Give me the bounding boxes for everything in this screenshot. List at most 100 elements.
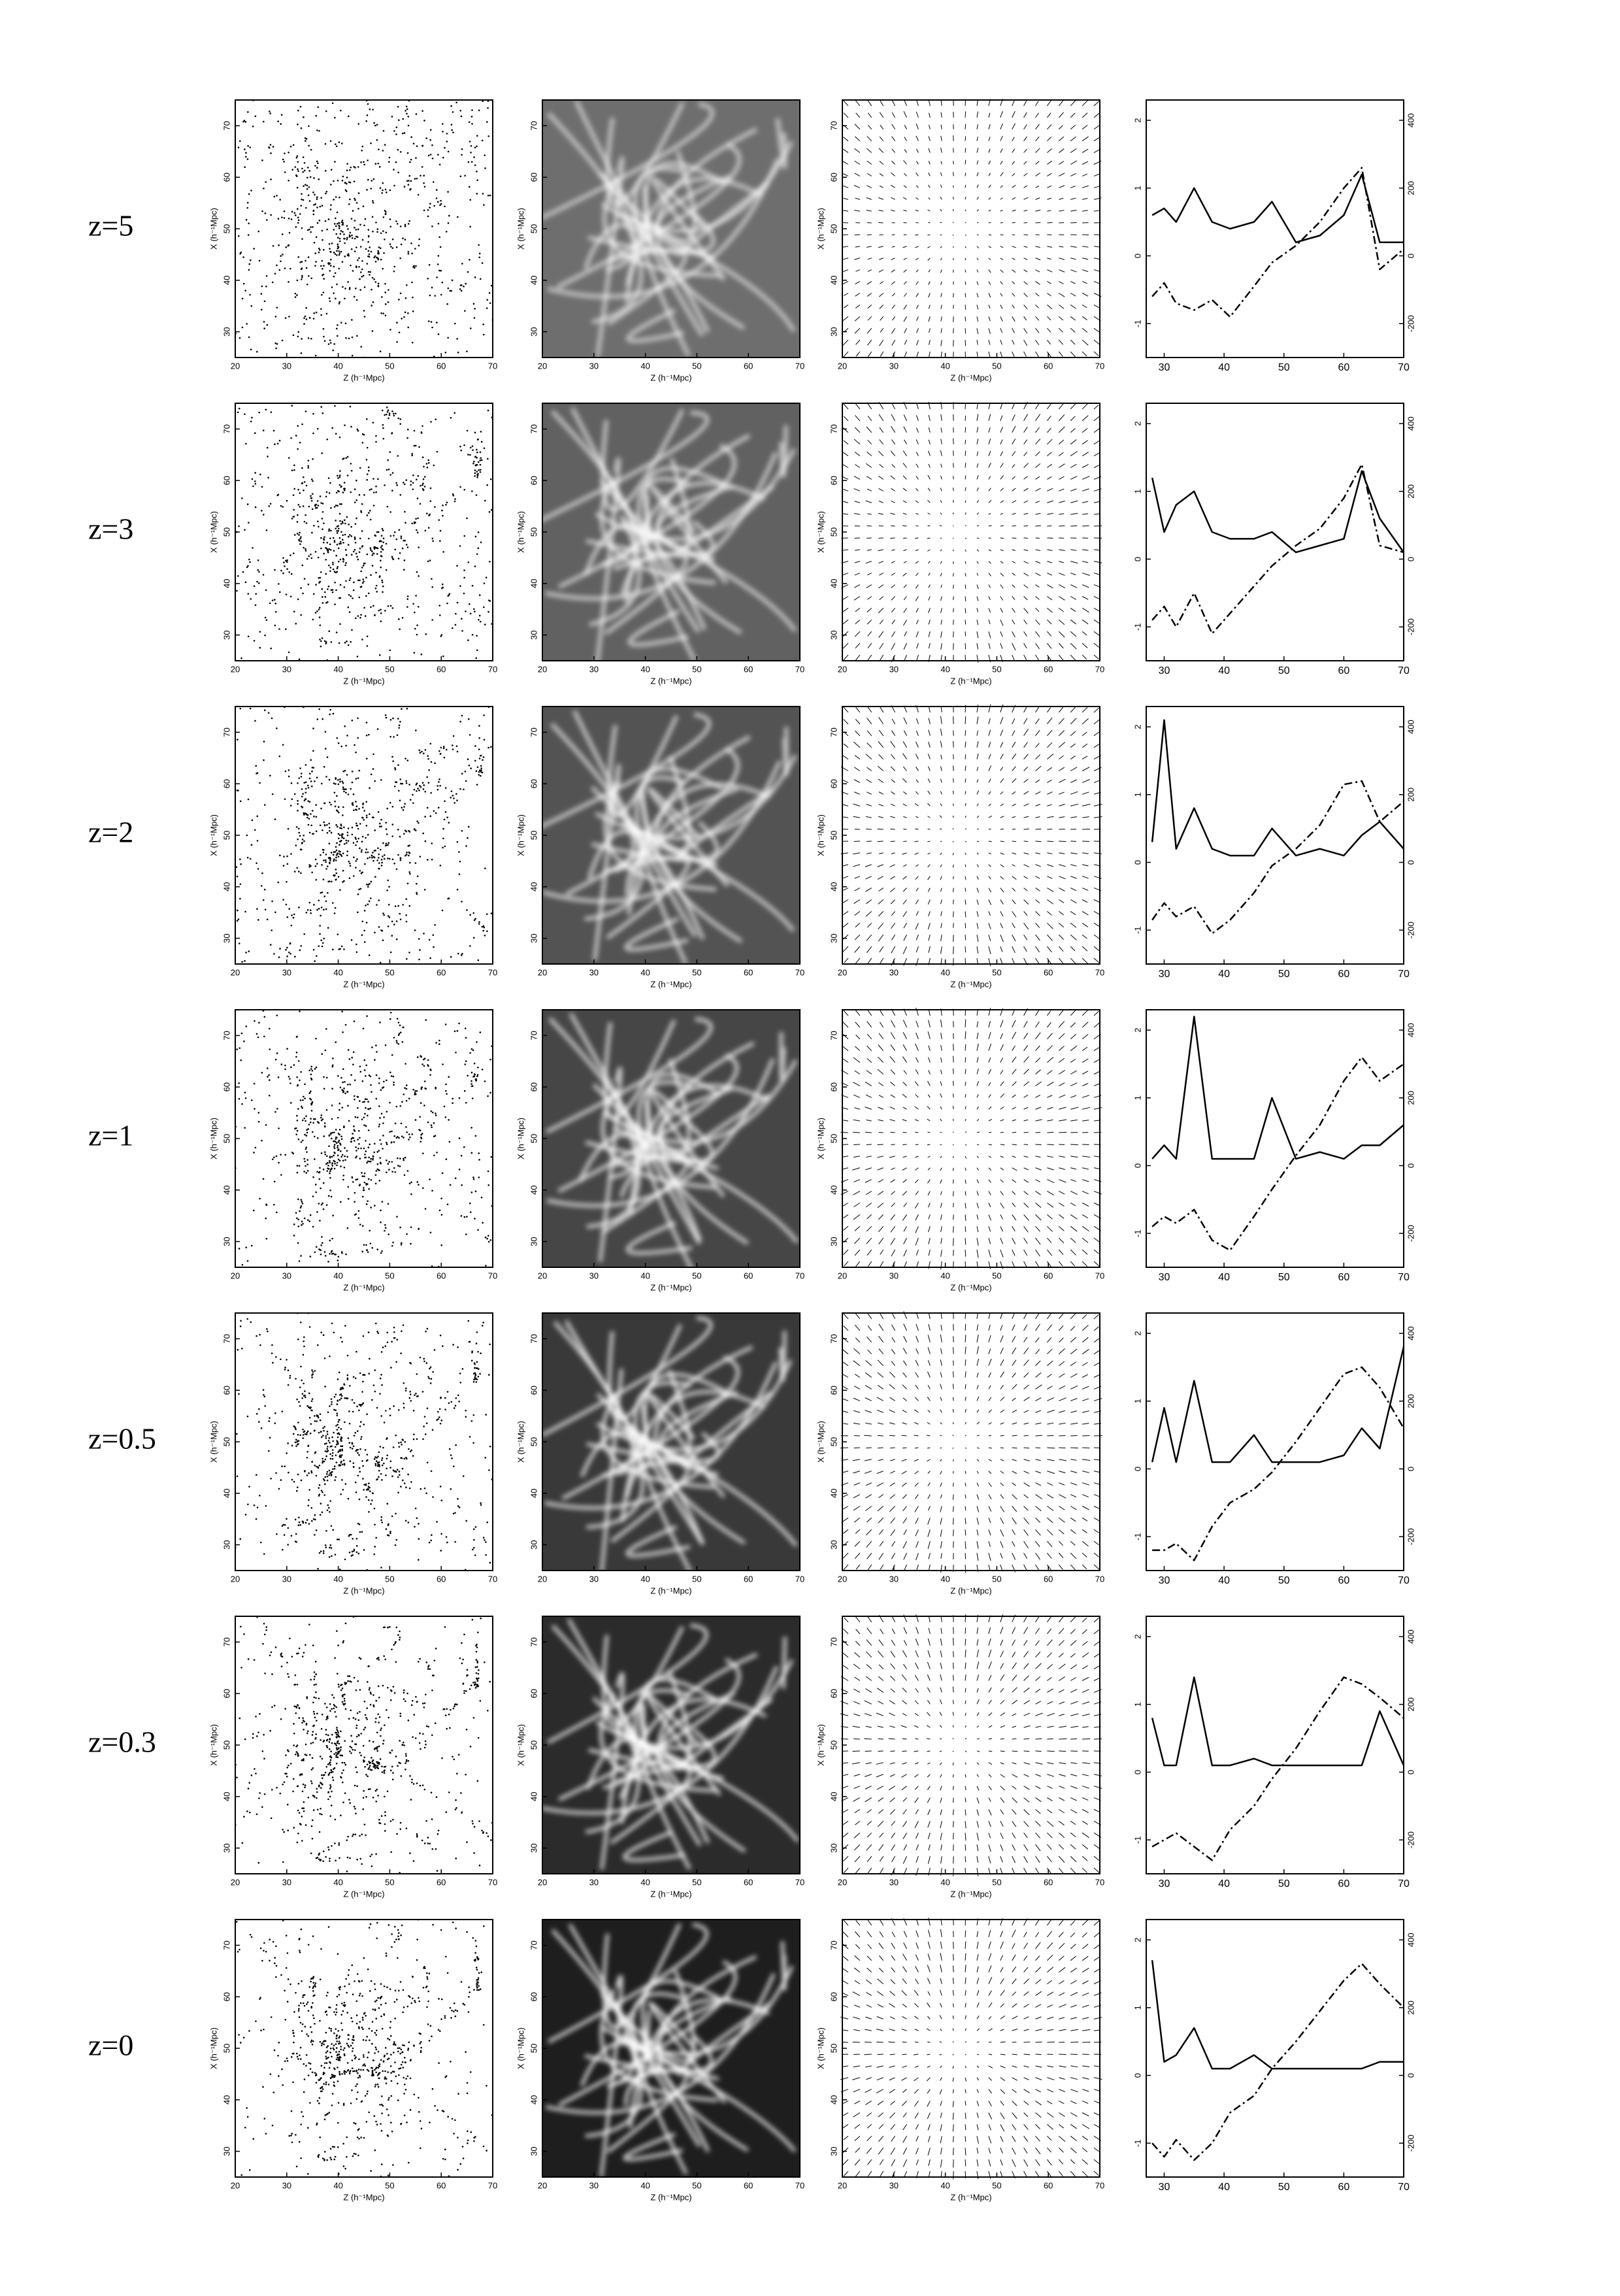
particle <box>473 608 475 610</box>
particle <box>297 222 299 224</box>
particle <box>436 322 438 324</box>
particle <box>391 1161 393 1163</box>
particle <box>469 945 471 947</box>
particle <box>358 258 360 259</box>
particle <box>423 1065 425 1067</box>
y2-tick-label: 400 <box>1406 416 1415 431</box>
y2-tick-label: 0 <box>1406 557 1415 561</box>
particle <box>420 1088 422 1090</box>
particle <box>330 208 332 210</box>
particle <box>365 852 367 854</box>
particle <box>470 327 472 329</box>
particle <box>362 836 364 838</box>
particle <box>296 1218 298 1220</box>
particle <box>317 428 319 430</box>
particle <box>425 840 427 842</box>
particle <box>432 538 434 540</box>
y-tick-label: 1 <box>1132 489 1142 493</box>
particle <box>330 140 332 142</box>
particle <box>267 456 269 458</box>
particle <box>339 1140 340 1142</box>
particle <box>367 263 369 265</box>
particle <box>251 1245 253 1247</box>
particle <box>376 591 378 593</box>
particle <box>326 1156 328 1157</box>
particle <box>400 859 402 861</box>
x-tick-label: 60 <box>744 664 753 674</box>
particle <box>405 225 406 227</box>
particle <box>337 505 339 507</box>
particle <box>406 113 408 115</box>
particle <box>288 180 289 182</box>
particle <box>276 1052 278 1054</box>
particle <box>388 409 389 411</box>
particle <box>378 1082 380 1084</box>
particle <box>469 454 471 456</box>
particle <box>293 465 295 467</box>
particle <box>301 806 303 808</box>
y-axis-label: X (h⁻¹Mpc) <box>516 814 525 856</box>
particle <box>377 548 379 550</box>
particle <box>297 256 299 258</box>
particle <box>399 725 401 727</box>
particle <box>340 1144 342 1146</box>
particle <box>481 459 483 461</box>
particle <box>304 1134 306 1136</box>
particle <box>393 415 395 417</box>
particle <box>456 745 458 747</box>
particle <box>339 1134 340 1136</box>
particle <box>376 231 378 233</box>
particle <box>338 837 340 839</box>
particle <box>389 225 391 227</box>
particle <box>348 337 350 339</box>
particle <box>286 856 288 857</box>
particle <box>373 491 375 493</box>
particle <box>350 265 352 267</box>
particle <box>483 334 485 336</box>
particle <box>315 551 317 553</box>
particle <box>274 443 276 445</box>
particle <box>427 1122 429 1123</box>
particle <box>306 177 308 179</box>
x-tick-label: 20 <box>538 361 547 371</box>
particle <box>293 509 295 511</box>
particle <box>354 1214 356 1216</box>
particle <box>474 308 476 310</box>
particle <box>240 883 242 885</box>
particle <box>404 186 406 188</box>
particle <box>453 797 455 799</box>
particle-panel <box>235 707 493 964</box>
particle <box>358 192 360 194</box>
particle <box>333 858 335 860</box>
particle <box>484 447 486 449</box>
particle <box>381 296 383 298</box>
particle <box>399 494 401 496</box>
particle <box>247 158 249 160</box>
particle <box>348 594 350 596</box>
particle <box>278 583 280 585</box>
particle <box>322 829 323 831</box>
particle <box>293 1223 295 1225</box>
y-tick-label: 40 <box>222 579 231 588</box>
particle <box>423 120 425 122</box>
particle <box>266 619 268 621</box>
particle <box>342 1082 344 1084</box>
particle <box>297 514 299 516</box>
particle <box>392 718 394 720</box>
particle <box>265 212 267 214</box>
particle <box>327 552 329 554</box>
particle <box>354 744 355 746</box>
x-tick-label: 50 <box>385 361 394 371</box>
particle <box>346 842 348 844</box>
particle <box>484 867 486 869</box>
particle <box>383 1116 385 1118</box>
particle <box>409 161 411 163</box>
particle <box>327 1165 329 1167</box>
particle <box>322 1203 323 1205</box>
particle <box>484 582 486 584</box>
particle <box>416 478 418 480</box>
particle <box>248 635 250 637</box>
particle <box>392 858 394 860</box>
particle <box>304 1097 306 1099</box>
particle <box>350 788 352 790</box>
